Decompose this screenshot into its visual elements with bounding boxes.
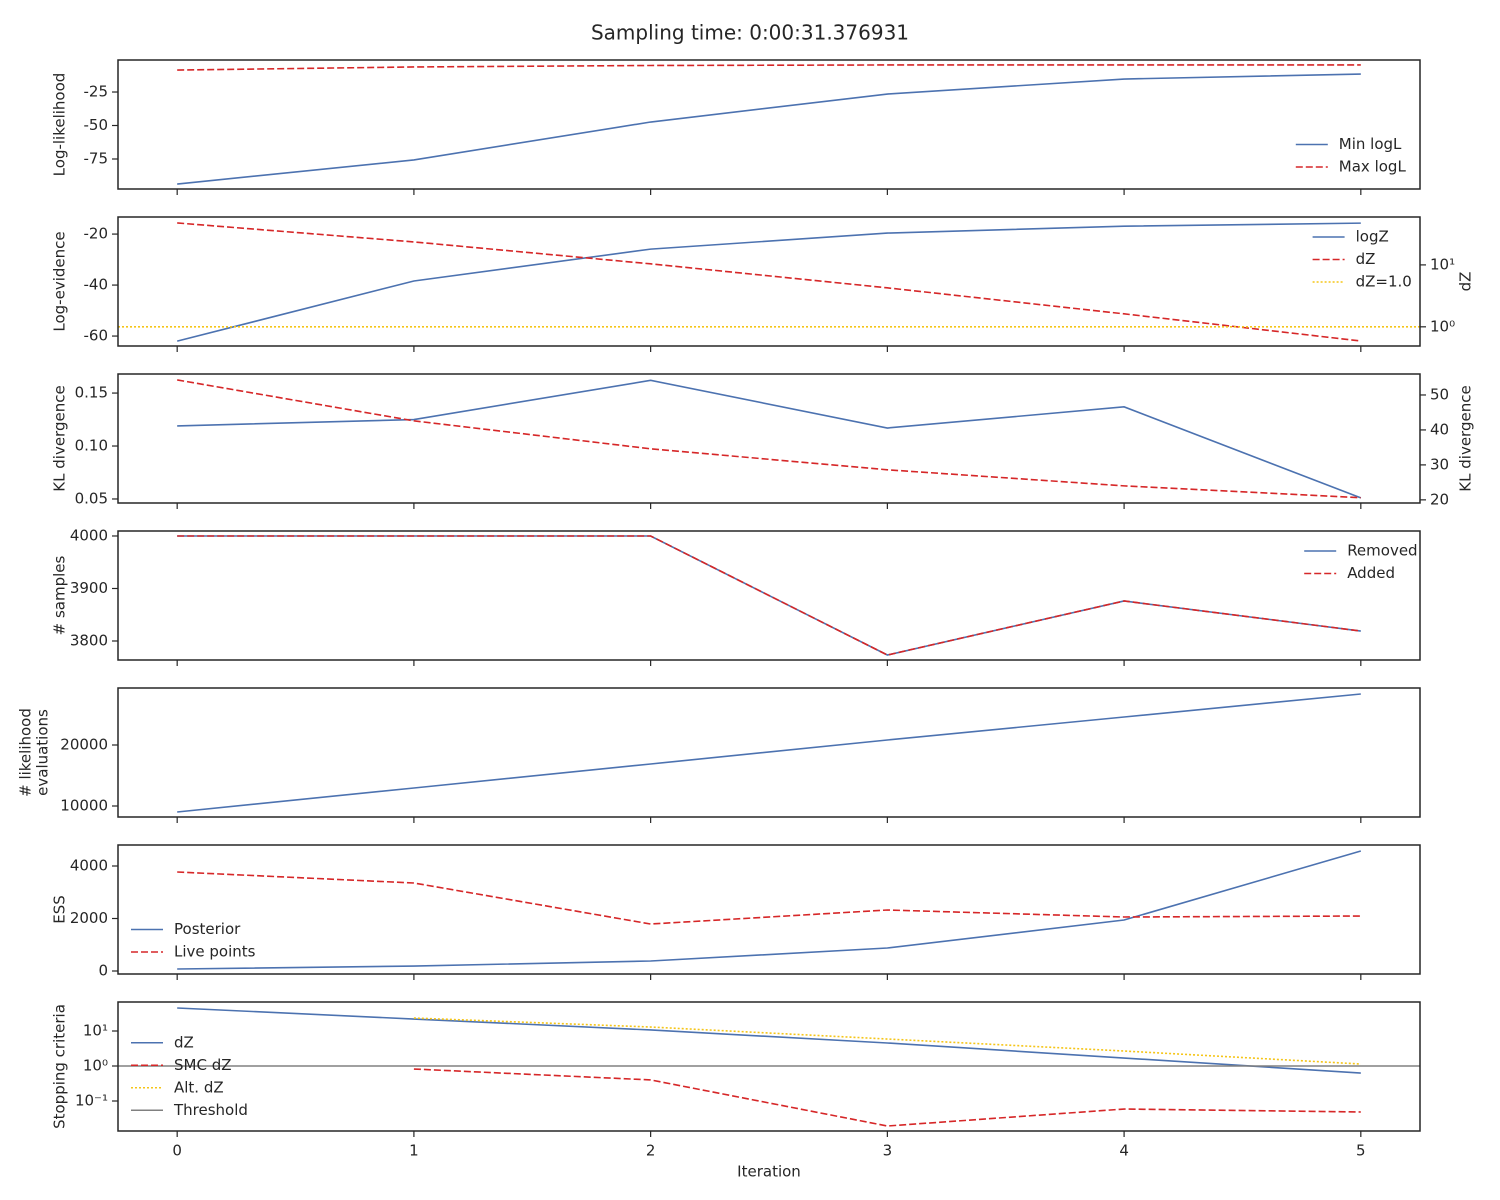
y-axis-label: # samples [51, 555, 69, 635]
y-tick-label: -20 [84, 225, 109, 243]
y-axis-label: evaluations [34, 709, 52, 796]
y-tick-label: 2000 [70, 909, 108, 927]
y-tick-label: 3900 [70, 579, 108, 597]
axes-frame [117, 59, 1421, 190]
data-line [177, 850, 1362, 970]
y-axis-label: Stopping criteria [51, 1004, 69, 1129]
y2-axis-label: dZ [1457, 272, 1475, 292]
y-axis-label: KL divergence [51, 385, 69, 491]
legend-label: logZ [1356, 228, 1389, 246]
y-axis-label: # likelihood [17, 708, 35, 797]
x-tick-label: 5 [1356, 1142, 1366, 1160]
legend-label: Removed [1347, 542, 1417, 560]
y-tick-label: 4000 [70, 526, 108, 544]
legend-label: Alt. dZ [174, 1078, 224, 1096]
axes-frame [117, 530, 1421, 661]
y-tick-label: 10000 [60, 797, 108, 815]
legend-label: Added [1347, 564, 1395, 582]
data-line [177, 871, 1361, 925]
axes-frame [117, 216, 1421, 347]
y-tick-label: -50 [84, 116, 109, 134]
legend-label: dZ=1.0 [1356, 273, 1412, 291]
y-tick-label: -60 [84, 327, 109, 345]
data-line [177, 693, 1361, 813]
x-tick-label: 2 [646, 1142, 656, 1160]
y2-tick-label: 50 [1430, 385, 1449, 403]
data-line [177, 379, 1361, 499]
y2-axis-label: KL divergence [1457, 385, 1475, 491]
data-line [177, 222, 1361, 342]
y2-tick-label: 10¹ [1430, 255, 1455, 273]
x-tick-label: 0 [172, 1142, 182, 1160]
y-tick-label: 0.15 [75, 384, 108, 402]
y2-tick-label: 10⁰ [1430, 317, 1455, 335]
x-tick-label: 4 [1119, 1142, 1129, 1160]
legend-label: dZ [174, 1033, 194, 1051]
y-tick-label: 10⁰ [83, 1057, 108, 1075]
axes-frame [117, 844, 1421, 975]
y-tick-label: 10¹ [83, 1022, 108, 1040]
y-tick-label: 20000 [60, 735, 108, 753]
y2-tick-label: 30 [1430, 455, 1449, 473]
legend-label: SMC dZ [174, 1056, 232, 1074]
data-line [177, 379, 1362, 499]
y-axis-label: Log-evidence [51, 231, 69, 331]
data-line [176, 222, 1361, 342]
data-line [177, 1007, 1361, 1074]
figure-title: Sampling time: 0:00:31.376931 [591, 21, 909, 45]
legend-label: Live points [174, 943, 256, 961]
y-tick-label: 3800 [70, 631, 108, 649]
legend-label: Max logL [1339, 158, 1407, 176]
y-tick-label: -25 [84, 83, 109, 101]
data-line [177, 64, 1361, 71]
y-tick-label: 10⁻¹ [75, 1092, 108, 1110]
y-tick-label: 0.05 [75, 489, 108, 507]
x-axis-label: Iteration [737, 1163, 801, 1181]
legend-label: Threshold [173, 1101, 248, 1119]
data-line [413, 1017, 1361, 1065]
y-axis-label: ESS [51, 895, 69, 924]
x-tick-label: 3 [883, 1142, 893, 1160]
y-tick-label: -75 [84, 149, 109, 167]
data-line [177, 73, 1361, 185]
legend-label: Min logL [1339, 135, 1402, 153]
legend-label: Posterior [174, 920, 241, 938]
axes-frame [117, 1001, 1421, 1132]
y2-tick-label: 40 [1430, 420, 1449, 438]
y-tick-label: 0.10 [75, 437, 108, 455]
data-line [177, 535, 1361, 656]
y-tick-label: 4000 [70, 857, 108, 875]
y-tick-label: 0 [98, 962, 108, 980]
axes-frame [117, 373, 1421, 504]
y-tick-label: -40 [84, 276, 109, 294]
axes-frame [117, 687, 1421, 818]
x-tick-label: 1 [409, 1142, 419, 1160]
legend-label: dZ [1356, 250, 1376, 268]
y-axis-label: Log-likelihood [51, 73, 69, 177]
data-line [413, 1068, 1361, 1127]
y2-tick-label: 20 [1430, 490, 1449, 508]
